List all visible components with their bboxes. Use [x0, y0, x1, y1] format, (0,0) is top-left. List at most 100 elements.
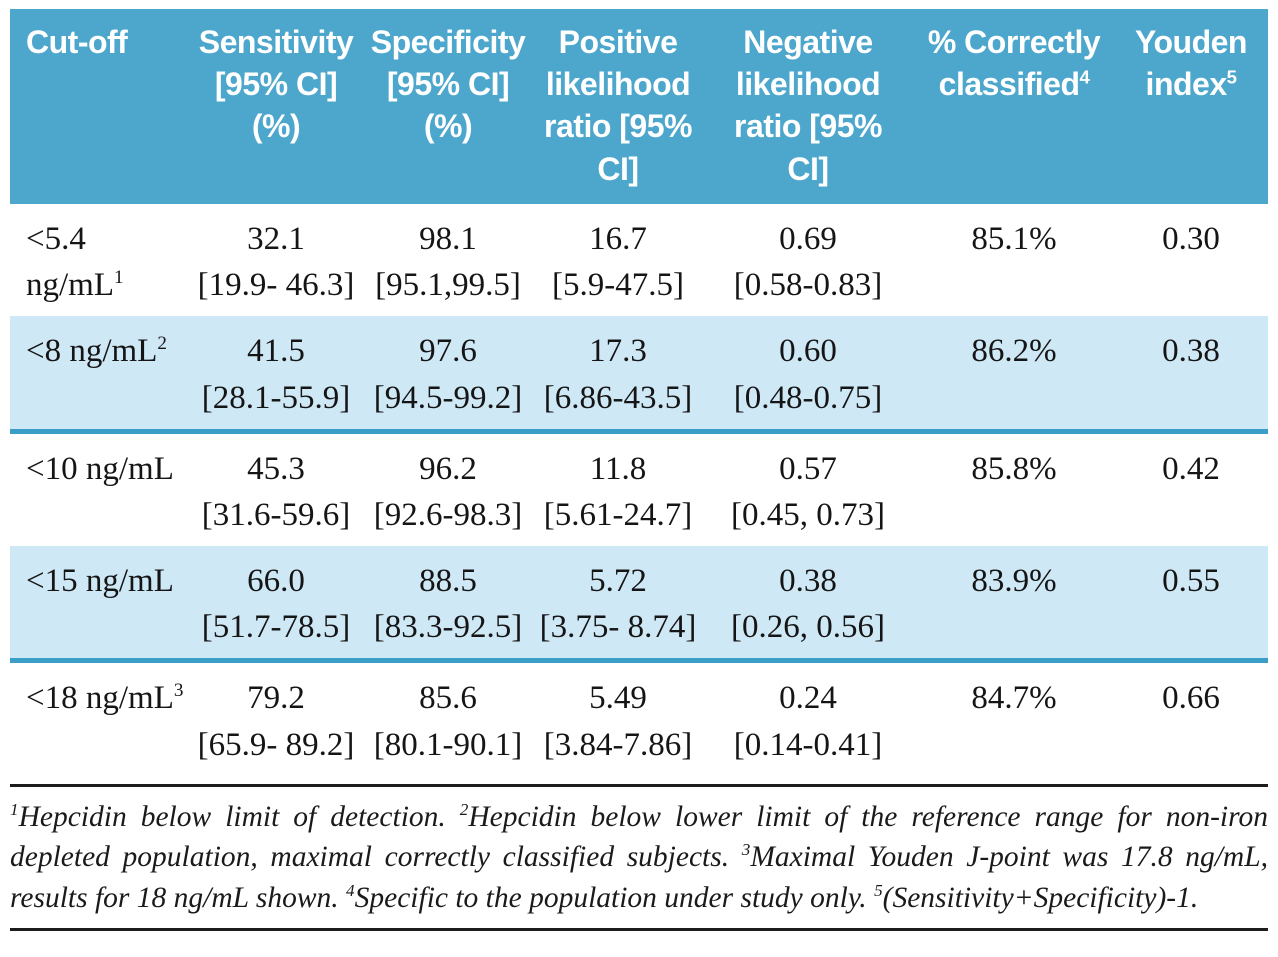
cell-ci: [95.1,99.5]	[375, 267, 521, 304]
cell-ci: [6.86-43.5]	[543, 379, 693, 416]
col-header-correctly-classified: % Correctly classified4	[914, 9, 1114, 204]
youden-index-cell: 0.42	[1114, 431, 1268, 547]
cutoff-value: <8 ng/mL	[26, 333, 158, 370]
sensitivity-cell: 41.5 [28.1-55.9]	[190, 316, 362, 434]
col-header-label: % Correctly classified	[927, 24, 1101, 103]
cell-value: 66.0	[247, 563, 305, 600]
footnote-top-divider	[10, 783, 1268, 787]
footnote-marker: 5	[874, 880, 883, 900]
sensitivity-cell: 45.3 [31.6-59.6]	[190, 431, 362, 547]
positive-lr-cell: 5.72 [3.75- 8.74]	[534, 546, 702, 664]
cell-value: 0.66	[1162, 680, 1220, 717]
footnote-marker: 3	[173, 680, 184, 702]
cell-value: 84.7%	[971, 680, 1057, 717]
cutoff-value: <5.4 ng/mL	[26, 220, 114, 304]
footnote-marker: 2	[157, 333, 167, 355]
cell-value: 85.8%	[971, 450, 1057, 487]
table-row: <8 ng/mL2 41.5 [28.1-55.9] 97.6 [94.5-99.2…	[10, 316, 1268, 434]
correctly-classified-cell: 84.7%	[914, 660, 1114, 776]
cell-value: 0.30	[1162, 220, 1220, 257]
cutoff-value: <10 ng/mL	[26, 450, 174, 487]
footnote-item: 2Hepcidin below lower limit of the refer…	[10, 801, 1268, 873]
footnote-text: Hepcidin below limit of detection.	[18, 800, 460, 833]
cell-value: 85.1%	[971, 220, 1057, 257]
cell-value: 11.8	[589, 450, 647, 487]
cell-ci: [80.1-90.1]	[373, 726, 523, 763]
cell-ci: [83.3-92.5]	[373, 609, 523, 646]
diagnostic-cutoff-table: Cut-off Sensitivity [95% CI] (%) Specifi…	[10, 9, 1268, 776]
cell-ci: [31.6-59.6]	[201, 496, 351, 533]
cell-value: 0.38	[779, 563, 837, 600]
footnote-marker: 1	[10, 799, 19, 819]
specificity-cell: 97.6 [94.5-99.2]	[362, 316, 534, 434]
figure-bottom-divider	[10, 928, 1268, 932]
correctly-classified-cell: 86.2%	[914, 316, 1114, 434]
cell-ci: [19.9- 46.3]	[197, 267, 355, 304]
negative-lr-cell: 0.60 [0.48-0.75]	[702, 316, 914, 434]
col-header-label: Sensitivity [95% CI] (%)	[198, 24, 354, 145]
col-header-label: Negative likelihood ratio [95% CI]	[734, 24, 882, 187]
cell-ci: [0.58-0.83]	[733, 267, 883, 304]
cell-value: 17.3	[589, 333, 647, 370]
cell-value: 0.38	[1162, 333, 1220, 370]
cell-ci: [3.75- 8.74]	[539, 609, 697, 646]
table-row: <18 ng/mL3 79.2 [65.9- 89.2] 85.6 [80.1-90…	[10, 660, 1268, 776]
cell-value: 0.24	[779, 680, 837, 717]
col-header-sensitivity: Sensitivity [95% CI] (%)	[190, 9, 362, 204]
cell-value: 0.69	[779, 220, 837, 257]
youden-index-cell: 0.66	[1114, 660, 1268, 776]
specificity-cell: 98.1 [95.1,99.5]	[362, 203, 534, 317]
cell-value: 79.2	[247, 680, 305, 717]
footnote-item: 1Hepcidin below limit of detection.	[10, 801, 460, 833]
footnote-text: Hepcidin below lower limit of the refere…	[10, 800, 1268, 874]
cell-ci: [65.9- 89.2]	[197, 726, 355, 763]
cell-ci: [0.48-0.75]	[733, 379, 883, 416]
col-header-positive-lr: Positive likelihood ratio [95% CI]	[534, 9, 702, 204]
correctly-classified-cell: 85.1%	[914, 203, 1114, 317]
cell-value: 0.60	[779, 333, 837, 370]
cell-value: 96.2	[419, 450, 477, 487]
footnote-item: 4Specific to the population under study …	[346, 882, 874, 914]
cutoff-value: <18 ng/mL	[26, 680, 174, 717]
correctly-classified-cell: 85.8%	[914, 431, 1114, 547]
cell-value: 0.42	[1162, 450, 1220, 487]
youden-index-cell: 0.55	[1114, 546, 1268, 664]
cutoff-cell: <5.4 ng/mL1	[10, 203, 190, 317]
cell-ci: [51.7-78.5]	[201, 609, 351, 646]
cell-value: 85.6	[419, 680, 477, 717]
negative-lr-cell: 0.69 [0.58-0.83]	[702, 203, 914, 317]
cell-ci: [0.26, 0.56]	[731, 609, 885, 646]
col-header-label: Youden index	[1135, 24, 1247, 103]
negative-lr-cell: 0.24 [0.14-0.41]	[702, 660, 914, 776]
table-row: <15 ng/mL 66.0 [51.7-78.5] 88.5 [83.3-92.5…	[10, 546, 1268, 664]
sensitivity-cell: 66.0 [51.7-78.5]	[190, 546, 362, 664]
cell-value: 97.6	[419, 333, 477, 370]
footnote-text: Maximal Youden J-point was 17.8 ng/mL, r…	[10, 841, 1268, 914]
col-header-label: Specificity [95% CI] (%)	[370, 24, 526, 145]
col-header-specificity: Specificity [95% CI] (%)	[362, 9, 534, 204]
cell-ci: [92.6-98.3]	[373, 496, 523, 533]
cell-value: 0.55	[1162, 563, 1220, 600]
cutoff-cell: <8 ng/mL2	[10, 316, 190, 434]
col-header-negative-lr: Negative likelihood ratio [95% CI]	[702, 9, 914, 204]
footnote-marker: 3	[741, 840, 751, 860]
cell-ci: [5.61-24.7]	[543, 496, 693, 533]
sensitivity-cell: 32.1 [19.9- 46.3]	[190, 203, 362, 317]
cutoff-cell: <15 ng/mL	[10, 546, 190, 664]
footnote-marker: 5	[1226, 66, 1237, 88]
footnote-text: Specific to the population under study o…	[354, 881, 875, 914]
col-header-label: Cut-off	[26, 24, 128, 60]
cutoff-cell: <18 ng/mL3	[10, 660, 190, 776]
sensitivity-cell: 79.2 [65.9- 89.2]	[190, 660, 362, 776]
footnote-item: 5(Sensitivity+Specificity)-1.	[874, 882, 1198, 914]
cell-ci: [0.45, 0.73]	[731, 496, 885, 533]
negative-lr-cell: 0.38 [0.26, 0.56]	[702, 546, 914, 664]
cell-value: 83.9%	[971, 563, 1057, 600]
positive-lr-cell: 5.49 [3.84-7.86]	[534, 660, 702, 776]
cutoff-value: <15 ng/mL	[26, 563, 174, 600]
footnote-marker: 4	[346, 880, 355, 900]
specificity-cell: 88.5 [83.3-92.5]	[362, 546, 534, 664]
youden-index-cell: 0.30	[1114, 203, 1268, 317]
cell-value: 0.57	[779, 450, 837, 487]
